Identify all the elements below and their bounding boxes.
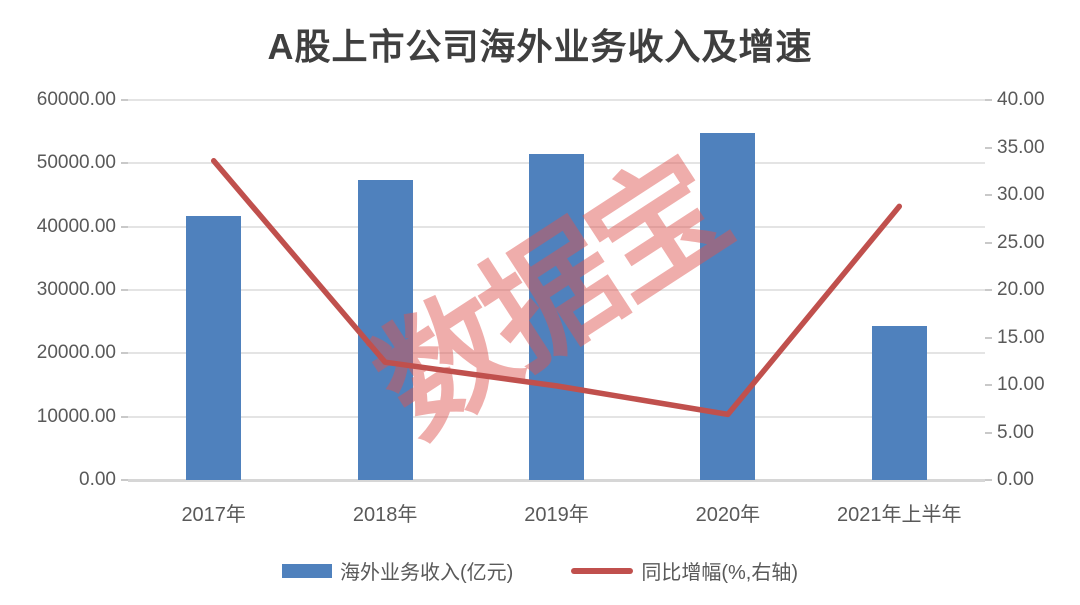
x-axis-label: 2021年上半年 [837,504,962,526]
chart-title: A股上市公司海外业务收入及增速 [267,26,813,67]
left-axis-label: 50000.00 [36,152,116,174]
left-axis-tick [121,479,128,481]
left-axis-label: 10000.00 [36,405,116,427]
right-axis-label: 0.00 [997,469,1034,490]
bar-2018年 [357,179,413,480]
bar-series-swatch [282,563,332,578]
legend-label-revenue: 海外业务收入(亿元) [340,562,514,584]
right-axis-tick [985,289,992,291]
right-axis-tick [985,241,992,244]
right-axis-tick [985,431,992,434]
x-axis-label: 2018年 [352,504,418,526]
right-axis-tick [985,146,992,149]
right-axis-tick [985,384,992,386]
x-axis-label: 2020年 [695,504,761,526]
right-axis-label: 20.00 [997,279,1045,300]
right-axis-label: 10.00 [997,374,1045,395]
right-axis-label: 40.00 [997,89,1045,110]
left-axis-tick [121,99,128,101]
bar-2019年 [529,153,584,480]
legend: 海外业务收入(亿元) 同比增幅(%,右轴) [0,556,1080,585]
right-axis-tick [985,336,992,339]
left-axis-tick [121,225,128,228]
left-axis-tick [121,352,128,355]
bar-2020年 [700,132,756,480]
left-axis-label: 20000.00 [36,342,116,364]
gridline [128,99,985,101]
line-series-swatch [571,567,634,574]
right-axis-tick [985,194,992,196]
bar-2017年 [186,215,242,480]
x-axis-label: 2017年 [181,504,246,526]
right-axis-tick [985,99,992,101]
right-axis-tick [985,479,992,481]
right-axis-label: 30.00 [997,184,1045,205]
left-axis-label: 60000.00 [36,89,116,110]
legend-label-growth: 同比增幅(%,右轴) [641,562,798,584]
right-axis-label: 15.00 [997,326,1045,348]
right-axis-label: 5.00 [997,421,1034,443]
left-axis-label: 30000.00 [36,279,116,300]
right-axis-label: 35.00 [997,136,1045,158]
right-axis-label: 25.00 [997,231,1045,253]
left-axis-label: 40000.00 [36,215,116,237]
gridline [128,479,985,482]
legend-item-growth: 同比增幅(%,右轴) [571,556,798,585]
left-axis-tick [121,289,128,291]
x-axis-label: 2019年 [524,504,589,526]
bar-2021年上半年 [871,326,927,480]
left-axis-tick [121,162,128,165]
left-axis-label: 0.00 [79,469,116,490]
left-axis-tick [121,415,128,418]
legend-item-revenue: 海外业务收入(亿元) [282,556,513,585]
